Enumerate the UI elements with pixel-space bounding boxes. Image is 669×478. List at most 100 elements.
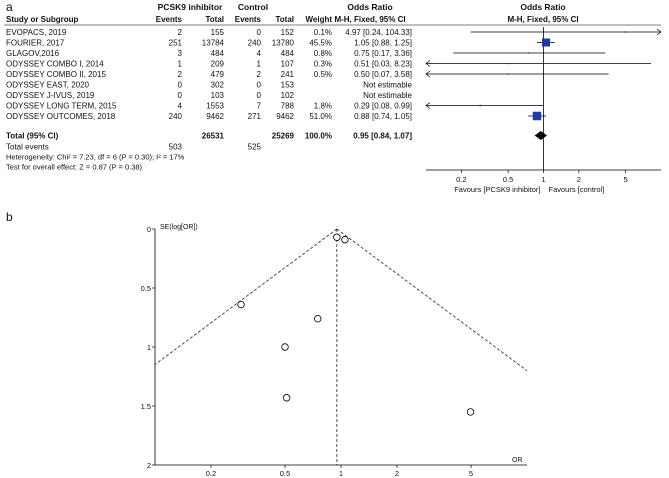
- study-total-ctl: 153: [281, 81, 295, 90]
- study-rows: EVOPACS, 2019 2 155 0 152 0.1% 4.97 [0.24, 104…: [6, 28, 413, 172]
- study-events-ctl: 4: [257, 49, 262, 58]
- favours-left-label: Favours [PCSK9 inhibitor]: [454, 185, 540, 194]
- col-events-exp-header: Events: [156, 15, 183, 24]
- study-total-exp: 302: [211, 81, 225, 90]
- study-ci: 4.97 [0.24, 104.33]: [345, 28, 412, 37]
- favours-right-label: Favours [control]: [549, 185, 605, 194]
- funnel-x-tick-label: 5: [469, 469, 473, 478]
- study-events-exp: 3: [178, 49, 183, 58]
- study-total-ctl: 241: [281, 70, 295, 79]
- study-ci: 0.29 [0.08, 0.99]: [354, 102, 412, 111]
- funnel-y-tick-label: 1: [147, 343, 151, 352]
- study-total-ctl: 9462: [276, 112, 294, 121]
- study-name: ODYSSEY OUTCOMES, 2018: [6, 112, 116, 121]
- study-total-ctl: 107: [281, 60, 295, 69]
- funnel-y-tick-label: 1.5: [141, 402, 151, 411]
- forest-plot-panel: a PCSK9 inhibitor Control Odds Ratio Odd…: [4, 0, 662, 194]
- study-events-ctl: 240: [248, 39, 262, 48]
- pooled-diamond: [534, 131, 547, 140]
- study-total-exp: 484: [211, 49, 225, 58]
- study-total-exp: 155: [211, 28, 225, 37]
- forest-tick-label: 5: [624, 175, 628, 184]
- study-total-exp: 9462: [206, 112, 224, 121]
- funnel-plot-panel: b SE(log[OR]) OR 0 0.5 1 1.5 2 0.2 0.5 1 2 5: [6, 210, 528, 478]
- study-ci: 0.50 [0.07, 3.58]: [354, 70, 412, 79]
- col-total-ctl-header: Total: [275, 15, 294, 24]
- study-events-ctl: 1: [257, 60, 262, 69]
- study-total-ctl: 484: [281, 49, 295, 58]
- study-total-exp: 103: [211, 91, 225, 100]
- ci-left-arrow: [425, 60, 431, 67]
- forest-tick-label: 0.5: [503, 175, 513, 184]
- panel-a-label: a: [6, 0, 13, 14]
- funnel-y-tick-label: 0: [147, 225, 151, 234]
- study-total-ctl: 102: [281, 91, 295, 100]
- study-total-ctl: 788: [281, 102, 295, 111]
- study-point-estimate: [541, 38, 551, 47]
- study-events-ctl: 0: [257, 28, 262, 37]
- study-events-exp: 240: [169, 112, 183, 121]
- study-point-estimate: [528, 52, 530, 54]
- forest-tick-label: 1: [541, 175, 545, 184]
- study-name: ODYSSEY COMBO II, 2015: [6, 70, 106, 79]
- study-events-ctl: 7: [257, 102, 262, 111]
- total-label: Total (95% CI): [6, 132, 59, 141]
- study-events-ctl: 271: [248, 112, 262, 121]
- study-weight: 0.8%: [314, 49, 332, 58]
- group-control-header: Control: [238, 2, 268, 12]
- study-events-ctl: 0: [257, 91, 262, 100]
- total-exp: 26531: [202, 132, 225, 141]
- study-weight: 51.0%: [309, 112, 332, 121]
- study-events-exp: 251: [169, 39, 183, 48]
- study-weight: 0.1%: [314, 28, 332, 37]
- funnel-y-tick-label: 0.5: [141, 284, 151, 293]
- funnel-study-point: [237, 300, 245, 309]
- overall-effect-text: Test for overall effect: Z = 0.87 (P = 0…: [6, 163, 143, 172]
- study-ci: 1.05 [0.88, 1.25]: [354, 39, 412, 48]
- study-weight: 0.5%: [314, 70, 332, 79]
- funnel-y-tick-label: 2: [147, 461, 151, 470]
- study-name: GLAGOV,2016: [6, 49, 60, 58]
- col-weight-header: Weight: [305, 15, 332, 24]
- study-events-exp: 0: [178, 91, 183, 100]
- total-ci: 0.95 [0.84, 1.07]: [353, 132, 412, 141]
- study-ci: 0.88 [0.74, 1.05]: [354, 112, 412, 121]
- forest-tick-label: 2: [577, 175, 581, 184]
- study-total-ctl: 152: [281, 28, 295, 37]
- funnel-x-tick-label: 0.5: [280, 469, 290, 478]
- funnel-study-point: [466, 408, 475, 416]
- total-weight: 100.0%: [305, 132, 332, 141]
- study-events-exp: 0: [178, 81, 183, 90]
- study-name: ODYSSEY LONG TERM, 2015: [6, 102, 117, 111]
- forest-plot-marks: 0.2 0.5 1 2 5 Favours [PCSK9 inhibitor] Favour…: [425, 27, 662, 194]
- odds-ratio-header: Odds Ratio: [347, 2, 392, 12]
- study-weight: 1.8%: [314, 102, 332, 111]
- study-events-ctl: 2: [257, 70, 262, 79]
- funnel-y-axis-label: SE(log[OR]): [160, 224, 198, 231]
- study-name: ODYSSEY J-IVUS, 2019: [6, 91, 95, 100]
- funnel-x-tick-label: 1: [339, 469, 343, 478]
- study-events-exp: 2: [178, 28, 183, 37]
- study-events-exp: 1: [178, 60, 183, 69]
- col-total-exp-header: Total: [205, 15, 224, 24]
- odds-ratio-plot-header: Odds Ratio: [520, 2, 565, 12]
- study-weight: 45.5%: [309, 39, 332, 48]
- study-total-exp: 1553: [206, 102, 224, 111]
- study-point-estimate: [479, 104, 482, 107]
- study-name: ODYSSEY COMBO I, 2014: [6, 60, 104, 69]
- funnel-study-point: [281, 343, 289, 351]
- study-point-estimate: [532, 111, 542, 121]
- funnel-right-limit: [336, 228, 528, 372]
- study-events-ctl: 0: [257, 81, 262, 90]
- funnel-x-tick-label: 0.2: [206, 469, 216, 478]
- total-events-exp: 503: [169, 143, 183, 152]
- ci-left-arrow: [425, 102, 431, 109]
- col-study-header: Study or Subgroup: [6, 15, 79, 24]
- study-total-exp: 479: [211, 70, 225, 79]
- study-point-estimate: [507, 73, 509, 75]
- study-name: FOURIER, 2017: [6, 39, 65, 48]
- study-point-estimate: [508, 62, 510, 65]
- forest-tick-label: 0.2: [456, 175, 466, 184]
- study-point-estimate: [624, 31, 627, 33]
